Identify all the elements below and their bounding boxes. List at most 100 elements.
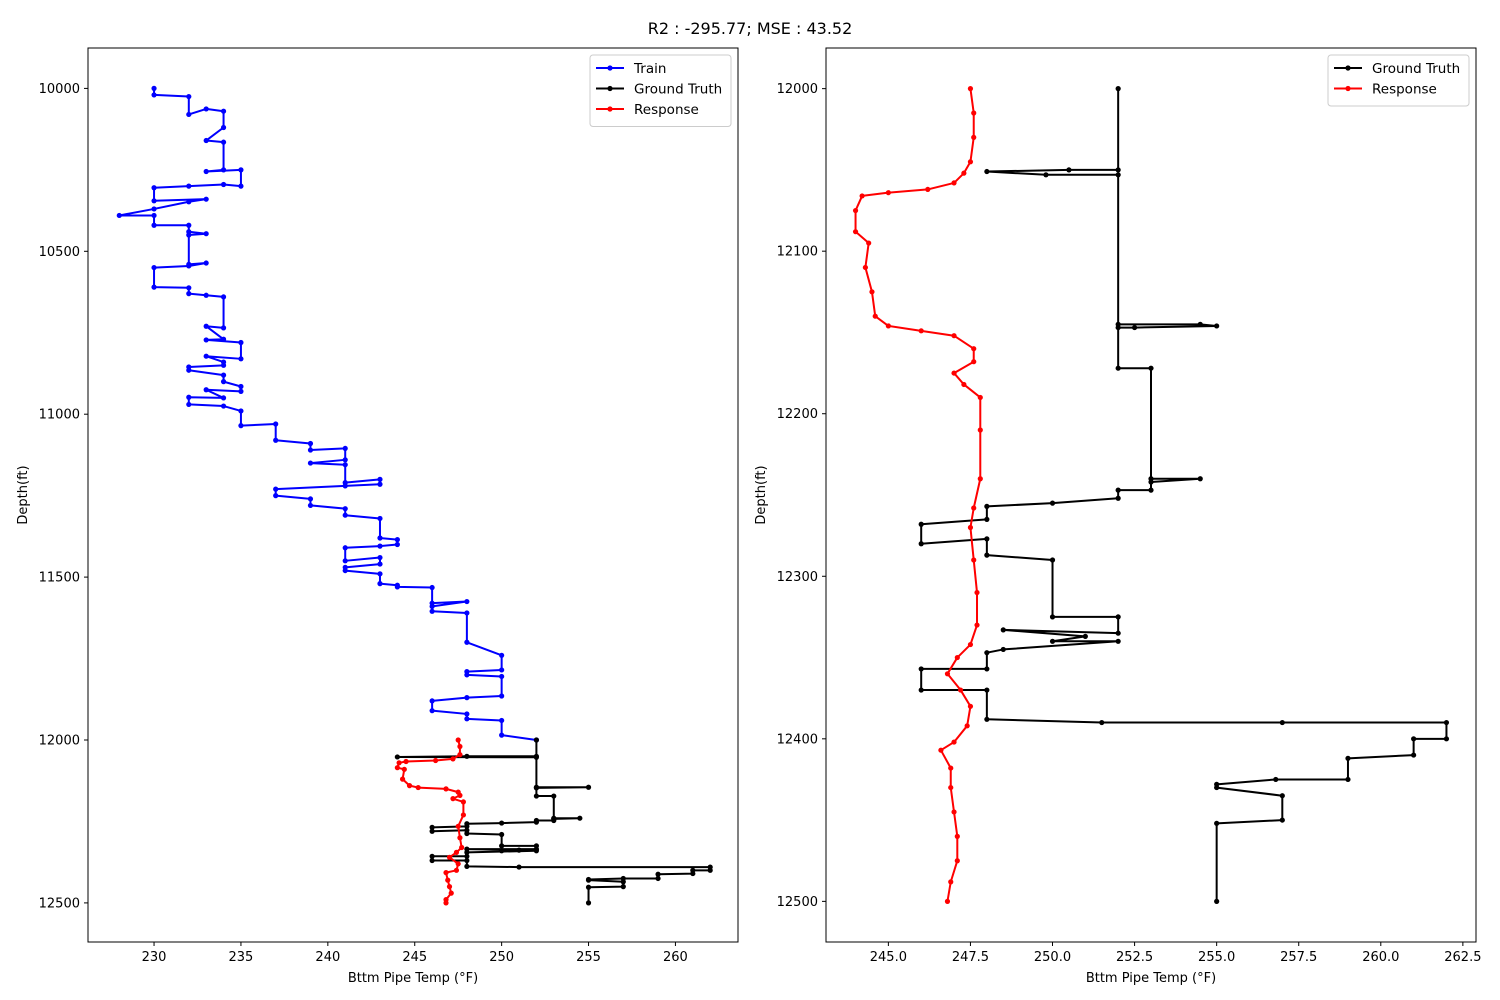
- left-train-point-75: [342, 512, 348, 518]
- left-train-point-14: [186, 183, 192, 189]
- right-x-tick-label-7: 262.5: [1444, 950, 1481, 965]
- right-ground-truth-point-1: [1115, 167, 1121, 173]
- left-train-point-48: [220, 379, 227, 385]
- right-ground-truth-point-35: [984, 650, 990, 656]
- left-ground-truth-point-33: [429, 853, 435, 859]
- right-x-tick-label-4: 255.0: [1198, 950, 1235, 965]
- left-train-point-0: [151, 85, 157, 91]
- right-ground-truth-point-23: [918, 541, 924, 547]
- left-train-point-32: [186, 285, 192, 291]
- right-x-tick-label-6: 260.0: [1362, 950, 1399, 965]
- left-train-point-40: [238, 339, 244, 346]
- left-train-point-98: [499, 652, 505, 658]
- left-ground-truth-point-43: [655, 875, 661, 882]
- left-response-point-18: [455, 823, 461, 829]
- right-ground-truth-point-37: [918, 666, 924, 672]
- left-train-point-58: [273, 421, 279, 427]
- left-response-point-20: [459, 844, 465, 851]
- left-train-point-12: [238, 183, 244, 189]
- left-response-point-2: [457, 752, 463, 758]
- left-train-point-63: [342, 457, 348, 463]
- left-train-point-23: [186, 222, 192, 228]
- left-train-point-21: [151, 212, 157, 219]
- right-ground-truth-point-25: [984, 552, 990, 558]
- right-response-point-31: [954, 654, 960, 661]
- left-train-point-86: [342, 567, 348, 574]
- right-response-point-30: [967, 641, 974, 648]
- left-train-point-36: [220, 325, 227, 331]
- left-x-tick-label-0: 230: [142, 950, 167, 965]
- left-response-point-25: [443, 870, 449, 876]
- left-x-tick-label-1: 235: [229, 950, 254, 965]
- left-legend-box: [589, 54, 732, 127]
- right-response-point-1: [971, 110, 977, 116]
- left-train-point-97: [464, 639, 470, 645]
- left-ground-truth-point-39: [707, 867, 713, 873]
- right-y-tick-label-5: 12500: [777, 895, 818, 910]
- left-ground-truth-point-0: [533, 737, 540, 743]
- left-train-point-101: [464, 672, 470, 678]
- right-y-tick-label-0: 12000: [777, 82, 818, 97]
- right-ground-truth-point-24: [984, 536, 990, 542]
- left-train-point-73: [307, 502, 314, 509]
- left-ground-truth-point-9: [551, 793, 557, 799]
- left-response-point-1: [457, 743, 463, 750]
- left-train-point-62: [342, 445, 348, 452]
- left-ground-truth-point-24: [499, 843, 505, 849]
- left-x-tick-label-5: 255: [576, 950, 601, 965]
- left-train-point-54: [186, 401, 192, 408]
- left-train-point-109: [499, 717, 505, 724]
- left-train-point-77: [377, 535, 383, 541]
- left-ground-truth-point-6: [585, 784, 592, 790]
- left-train-point-25: [203, 231, 209, 237]
- right-response-point-6: [925, 186, 931, 193]
- right-response-point-2: [971, 134, 977, 140]
- right-x-tick-label-2: 250.0: [1034, 950, 1071, 965]
- left-train-point-105: [429, 698, 435, 704]
- left-train-point-57: [238, 423, 244, 429]
- right-response-point-44: [944, 898, 951, 904]
- left-legend: Train Ground Truth Response: [589, 54, 732, 127]
- right-response-point-23: [977, 427, 983, 433]
- left-train-point-5: [220, 108, 227, 114]
- left-train-point-91: [429, 584, 435, 591]
- left-train-point-84: [377, 561, 383, 567]
- left-ground-truth-point-36: [464, 863, 470, 870]
- left-train-point-110: [499, 732, 505, 738]
- right-legend-response-label: Response: [1372, 82, 1437, 98]
- right-response-point-41: [954, 833, 960, 839]
- right-legend: Ground Truth Response: [1327, 54, 1470, 107]
- left-response-point-22: [446, 854, 453, 860]
- left-train-point-64: [307, 460, 314, 466]
- left-series-group: [116, 85, 713, 906]
- left-train-point-31: [151, 284, 157, 290]
- left-ground-truth-point-20: [429, 828, 435, 834]
- left-ground-truth-point-50: [585, 900, 592, 906]
- right-ground-truth-point-36: [984, 666, 990, 672]
- left-y-tick-label-3: 11500: [39, 571, 80, 586]
- left-x-tick-label-6: 260: [663, 950, 688, 965]
- left-y-tick-label-0: 10000: [39, 82, 80, 97]
- right-response-point-38: [948, 765, 954, 771]
- right-response-point-0: [967, 86, 974, 92]
- right-ground-truth-point-53: [1279, 817, 1285, 823]
- left-train-point-46: [186, 367, 192, 373]
- left-train-point-103: [499, 693, 505, 699]
- right-response-point-7: [885, 190, 891, 196]
- right-x-tick-label-3: 252.5: [1116, 950, 1153, 965]
- right-ground-truth-point-49: [1273, 776, 1279, 783]
- right-ground-truth-point-7: [1197, 321, 1203, 327]
- left-train-point-20: [116, 212, 122, 219]
- right-y-tick-label-2: 12200: [777, 407, 818, 422]
- right-axes-frame: [825, 47, 1477, 943]
- right-response-point-8: [859, 193, 865, 199]
- right-response-point-24: [977, 476, 983, 482]
- left-train-point-35: [220, 294, 227, 300]
- left-ground-truth-point-19: [429, 824, 435, 830]
- left-train-point-79: [394, 541, 400, 548]
- left-response-point-7: [394, 765, 400, 771]
- left-train-point-8: [220, 139, 227, 145]
- left-response-point-12: [443, 786, 449, 792]
- right-response-point-10: [852, 229, 859, 235]
- left-train-point-11: [238, 167, 244, 173]
